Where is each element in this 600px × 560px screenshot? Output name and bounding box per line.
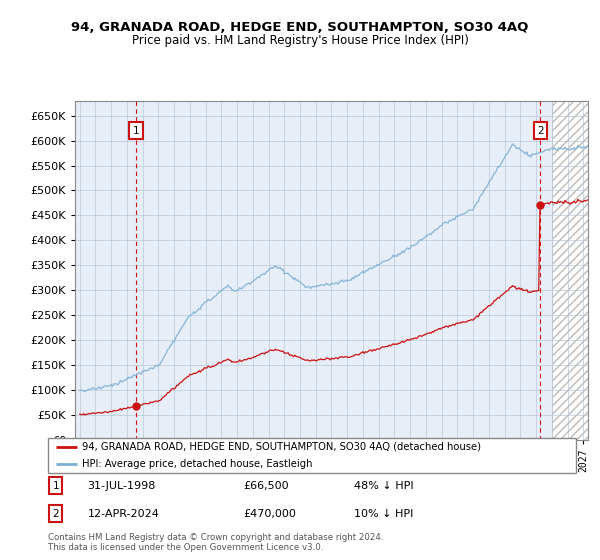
Text: 1: 1 bbox=[53, 480, 59, 491]
Text: 94, GRANADA ROAD, HEDGE END, SOUTHAMPTON, SO30 4AQ: 94, GRANADA ROAD, HEDGE END, SOUTHAMPTON… bbox=[71, 21, 529, 34]
Text: 31-JUL-1998: 31-JUL-1998 bbox=[88, 480, 156, 491]
Text: 48% ↓ HPI: 48% ↓ HPI bbox=[354, 480, 414, 491]
Text: HPI: Average price, detached house, Eastleigh: HPI: Average price, detached house, East… bbox=[82, 459, 313, 469]
Text: £470,000: £470,000 bbox=[244, 508, 296, 519]
Text: 12-APR-2024: 12-APR-2024 bbox=[88, 508, 160, 519]
Text: 94, GRANADA ROAD, HEDGE END, SOUTHAMPTON, SO30 4AQ (detached house): 94, GRANADA ROAD, HEDGE END, SOUTHAMPTON… bbox=[82, 442, 481, 452]
Text: This data is licensed under the Open Government Licence v3.0.: This data is licensed under the Open Gov… bbox=[48, 543, 323, 552]
Text: 10% ↓ HPI: 10% ↓ HPI bbox=[354, 508, 413, 519]
Text: 1: 1 bbox=[133, 125, 139, 136]
Text: £66,500: £66,500 bbox=[244, 480, 289, 491]
Text: 2: 2 bbox=[537, 125, 544, 136]
Text: Price paid vs. HM Land Registry's House Price Index (HPI): Price paid vs. HM Land Registry's House … bbox=[131, 34, 469, 46]
Text: 2: 2 bbox=[53, 508, 59, 519]
Text: Contains HM Land Registry data © Crown copyright and database right 2024.: Contains HM Land Registry data © Crown c… bbox=[48, 533, 383, 542]
